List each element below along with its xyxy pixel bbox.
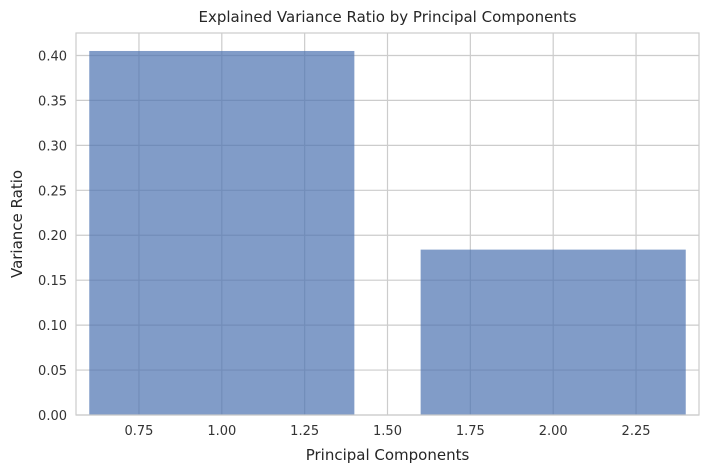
y-axis-label: Variance Ratio [8, 170, 26, 278]
y-tick-label: 0.20 [38, 229, 67, 244]
x-tick-label: 0.75 [124, 424, 153, 439]
y-tick-label: 0.30 [38, 139, 67, 154]
y-tick-label: 0.15 [38, 274, 67, 289]
y-tick-label: 0.25 [38, 184, 67, 199]
y-tick-label: 0.00 [38, 409, 67, 424]
x-axis-label: Principal Components [306, 446, 470, 464]
y-tick-label: 0.05 [38, 364, 67, 379]
plot-frame [75, 32, 700, 416]
y-tick-label: 0.35 [38, 94, 67, 109]
x-tick-label: 1.50 [373, 424, 402, 439]
x-tick-label: 1.00 [207, 424, 236, 439]
bars [89, 50, 686, 415]
y-tick-labels: 0.00 0.05 0.10 0.15 0.20 0.25 0.30 0.35 0.40 [38, 49, 67, 424]
x-tick-label: 2.00 [539, 424, 568, 439]
y-tick-label: 0.10 [38, 319, 67, 334]
x-tick-labels: 0.75 1.00 1.25 1.50 1.75 2.00 2.25 [124, 424, 650, 439]
chart-title: Explained Variance Ratio by Principal Co… [198, 8, 576, 26]
x-tick-label: 1.25 [290, 424, 319, 439]
bar [420, 249, 686, 415]
bar [89, 50, 355, 415]
x-tick-label: 2.25 [622, 424, 651, 439]
y-tick-label: 0.40 [38, 49, 67, 64]
x-tick-label: 1.75 [456, 424, 485, 439]
